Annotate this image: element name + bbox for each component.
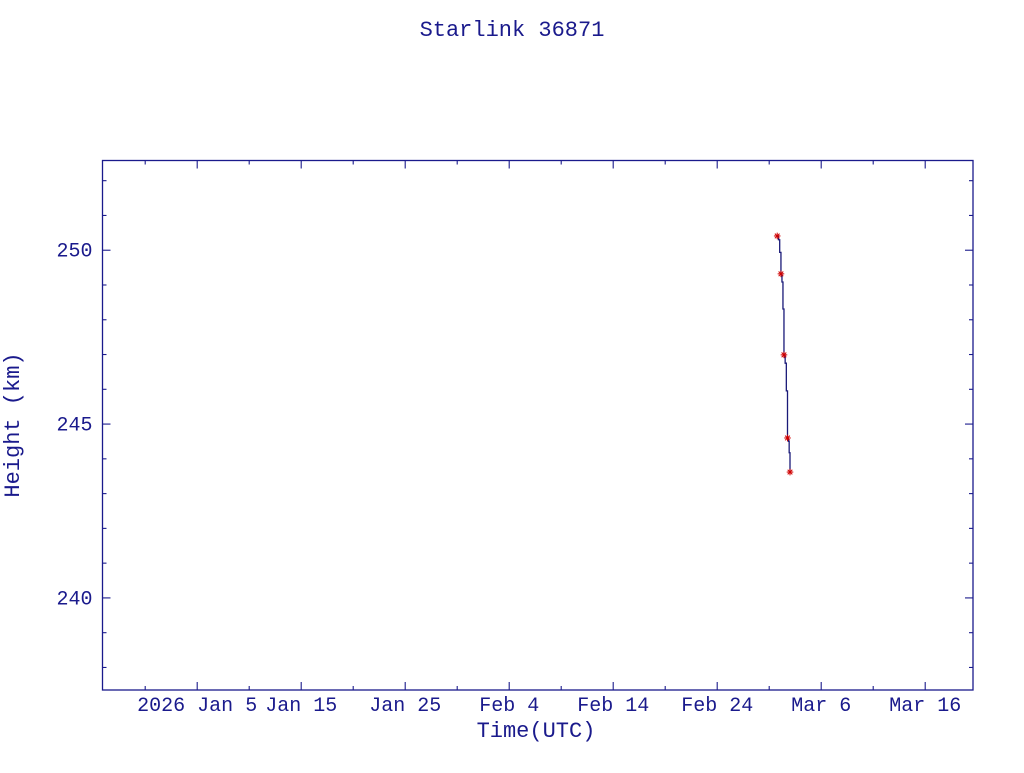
svg-text:Mar 6: Mar 6 bbox=[791, 695, 851, 718]
svg-text:Mar 16: Mar 16 bbox=[889, 695, 961, 718]
svg-text:Jan 15: Jan 15 bbox=[265, 695, 337, 718]
svg-text:Feb 4: Feb 4 bbox=[479, 695, 539, 718]
svg-text:250: 250 bbox=[56, 241, 92, 264]
svg-text:Jan 25: Jan 25 bbox=[369, 695, 441, 718]
svg-text:Time(UTC): Time(UTC) bbox=[477, 719, 596, 744]
svg-text:240: 240 bbox=[56, 588, 92, 611]
svg-text:245: 245 bbox=[56, 415, 92, 438]
svg-text:Feb 24: Feb 24 bbox=[681, 695, 753, 718]
svg-text:2026 Jan 5: 2026 Jan 5 bbox=[137, 695, 257, 718]
svg-text:Starlink 36871: Starlink 36871 bbox=[420, 18, 605, 43]
svg-text:Feb 14: Feb 14 bbox=[577, 695, 649, 718]
svg-text:Height (km): Height (km) bbox=[1, 352, 26, 497]
